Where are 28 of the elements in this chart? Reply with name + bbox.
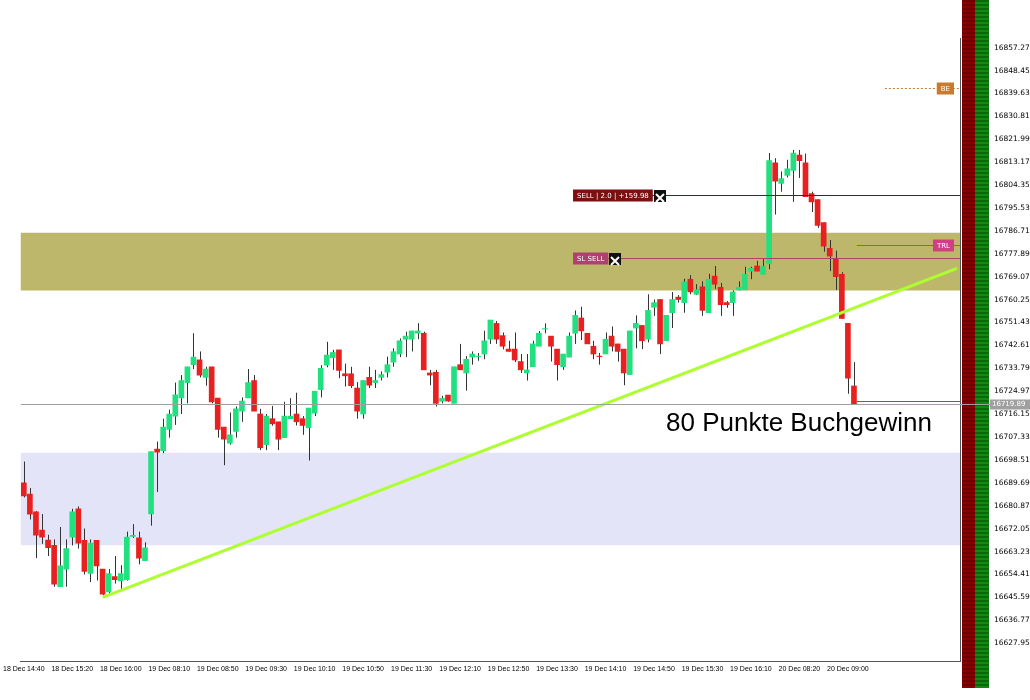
candlestick <box>517 353 524 374</box>
candlestick <box>111 555 118 585</box>
candlestick <box>639 324 645 350</box>
candlestick <box>681 278 688 314</box>
candlestick <box>457 343 463 371</box>
candlestick <box>463 355 469 392</box>
candlestick <box>154 441 160 493</box>
candlestick <box>336 349 342 379</box>
candlestick <box>772 157 779 216</box>
candlestick <box>851 361 857 405</box>
candlestick <box>554 348 560 382</box>
candlestick <box>384 356 391 378</box>
candlestick <box>372 369 379 389</box>
candlestick <box>632 314 639 349</box>
candlestick <box>317 364 324 398</box>
candlestick <box>245 368 251 399</box>
candlestick <box>572 309 579 345</box>
candlestick <box>669 291 676 329</box>
annotation: 80 Punkte Buchgewinn <box>666 406 932 437</box>
candlestick <box>366 366 373 389</box>
candlestick <box>548 335 554 363</box>
candlestick <box>826 239 833 272</box>
candlestick <box>136 531 142 565</box>
candlestick <box>354 381 360 420</box>
candlestick <box>778 170 785 193</box>
candlestick <box>578 306 585 341</box>
candlestick <box>227 411 233 446</box>
candlestick <box>142 541 148 562</box>
